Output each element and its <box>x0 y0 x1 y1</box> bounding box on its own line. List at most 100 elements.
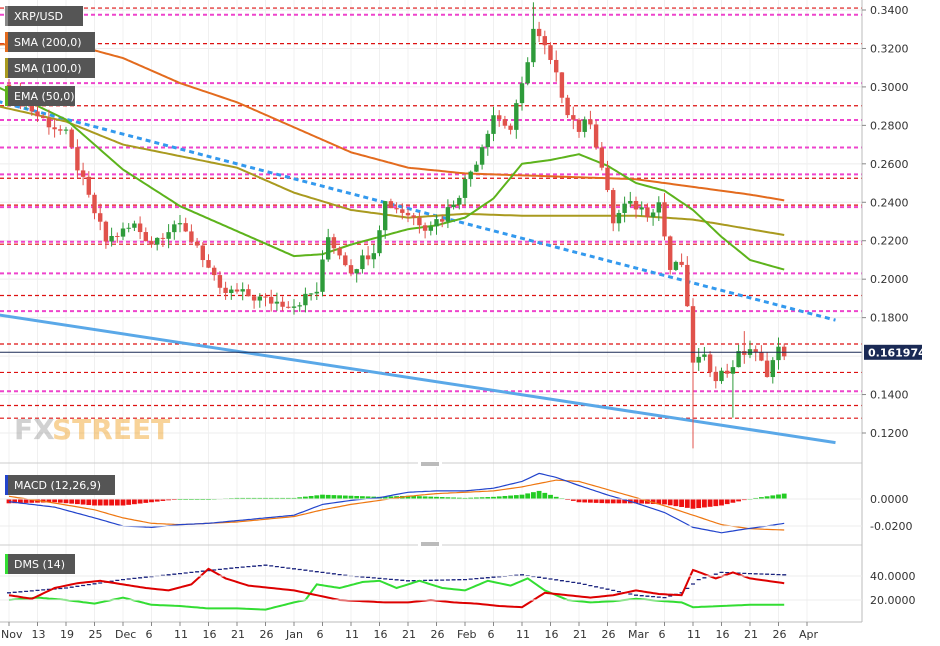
macd-histogram-bar <box>759 497 764 499</box>
candle-body <box>149 241 154 245</box>
macd-histogram-bar <box>553 496 559 499</box>
time-tick-label: 6 <box>146 628 153 641</box>
legend-macd[interactable]: MACD (12,26,9) <box>5 475 115 495</box>
candle-body <box>719 370 724 382</box>
legend-symbol[interactable]: XRP/USD <box>5 6 83 26</box>
macd-histogram-bar <box>456 497 462 499</box>
candle-body <box>348 265 354 274</box>
macd-histogram-bar <box>445 497 451 499</box>
candle-body <box>383 201 388 231</box>
candle-body <box>451 204 456 208</box>
candle-body <box>611 190 616 224</box>
candle-body <box>155 237 160 245</box>
price-tick-label: 0.2600 <box>870 158 909 171</box>
macd-histogram-bar <box>80 499 86 505</box>
candle-body <box>696 356 701 363</box>
price-axis: 0.3400 0.3200 0.3000 0.2800 0.2600 0.2400 0.22… <box>862 4 909 440</box>
macd-histogram-bar <box>75 499 80 505</box>
candle-body <box>685 264 690 307</box>
candle-body <box>58 129 63 131</box>
macd-histogram-bar <box>303 496 308 499</box>
candle-body <box>639 207 644 210</box>
macd-histogram-bar <box>240 497 246 499</box>
candle-body <box>160 237 166 239</box>
price-levels <box>0 7 862 419</box>
macd-histogram-bar <box>274 497 280 499</box>
time-axis: Nov 13 19 25 Dec 6 11 16 21 26 Jan 6 11 16 21 26 Feb 6 11 1… <box>1 622 819 641</box>
legend-ema50[interactable]: EMA (50,0) <box>5 86 75 106</box>
macd-histogram-bar <box>29 499 35 503</box>
candle-body <box>69 129 74 148</box>
candle-body <box>223 287 228 293</box>
macd-histogram-bar <box>18 499 23 504</box>
macd-main-line <box>8 472 785 534</box>
macd-histogram-bar <box>120 499 126 506</box>
macd-histogram-bar <box>730 499 736 503</box>
candle-body <box>673 261 679 270</box>
candle-body <box>764 360 770 378</box>
time-tick-label: 6 <box>488 628 495 641</box>
candle-body <box>770 360 775 378</box>
macd-histogram-bar <box>707 499 713 507</box>
legend-sma200[interactable]: SMA (200,0) <box>5 32 95 52</box>
candle-body <box>519 83 525 104</box>
macd-histogram-bar <box>434 496 439 499</box>
macd-histogram-bar <box>741 499 747 501</box>
trendlines <box>0 100 836 445</box>
candle-body <box>75 147 80 171</box>
macd-histogram-bar <box>496 496 502 499</box>
candle-body <box>263 296 268 298</box>
pane-resize-handle-2[interactable] <box>418 541 442 547</box>
macd-histogram-bar <box>331 495 337 499</box>
candle-body <box>725 370 730 374</box>
candle-body <box>497 115 502 120</box>
candle-body <box>571 115 576 120</box>
time-tick-label: 21 <box>744 628 758 641</box>
macd-histogram-bar <box>280 497 285 499</box>
candle-body <box>314 291 319 294</box>
macd-label: MACD (12,26,9) <box>14 479 101 492</box>
candle-body <box>98 213 103 222</box>
time-tick-label: 6 <box>659 628 666 641</box>
macd-histogram-bar <box>154 499 160 502</box>
time-tick-label: 21 <box>573 628 587 641</box>
candle-body <box>86 176 91 195</box>
candle-body <box>257 296 262 301</box>
candle-body <box>713 372 718 382</box>
macd-histogram-bar <box>52 499 57 503</box>
macd-histogram-bar <box>257 497 263 499</box>
candle-body <box>405 212 411 216</box>
candle-body <box>531 28 536 63</box>
macd-histogram-bar <box>382 496 388 499</box>
macd-histogram-bar <box>166 499 171 501</box>
time-tick-label: 16 <box>716 628 730 641</box>
legend-dms[interactable]: DMS (14) <box>5 554 75 574</box>
candle-body <box>234 289 240 292</box>
time-tick-label: 16 <box>374 628 388 641</box>
macd-histogram-bar <box>650 499 656 504</box>
candle-body <box>730 367 736 374</box>
candle-body <box>63 129 69 131</box>
macd-histogram-bar <box>103 499 109 506</box>
candle-body <box>41 116 46 119</box>
time-tick-label: Feb <box>457 628 476 641</box>
macd-histogram-bar <box>468 497 474 499</box>
candle-body <box>200 245 205 261</box>
macd-histogram-bar <box>411 495 417 499</box>
candle-body <box>137 223 143 233</box>
candle-body <box>109 235 114 242</box>
candle-body <box>554 59 559 73</box>
time-tick-label: 6 <box>317 628 324 641</box>
macd-histogram-bar <box>86 499 92 506</box>
time-tick-label: 26 <box>602 628 616 641</box>
candle-body <box>707 354 713 373</box>
macd-histogram-bar <box>508 495 513 499</box>
legend-sma100[interactable]: SMA (100,0) <box>5 58 95 78</box>
time-tick-label: 21 <box>231 628 245 641</box>
macd-histogram-bar <box>46 499 52 503</box>
macd-histogram-bar <box>57 499 63 503</box>
pane-resize-handle-1[interactable] <box>418 461 442 467</box>
candle-body <box>776 346 781 361</box>
macd-histogram-bar <box>63 499 69 504</box>
